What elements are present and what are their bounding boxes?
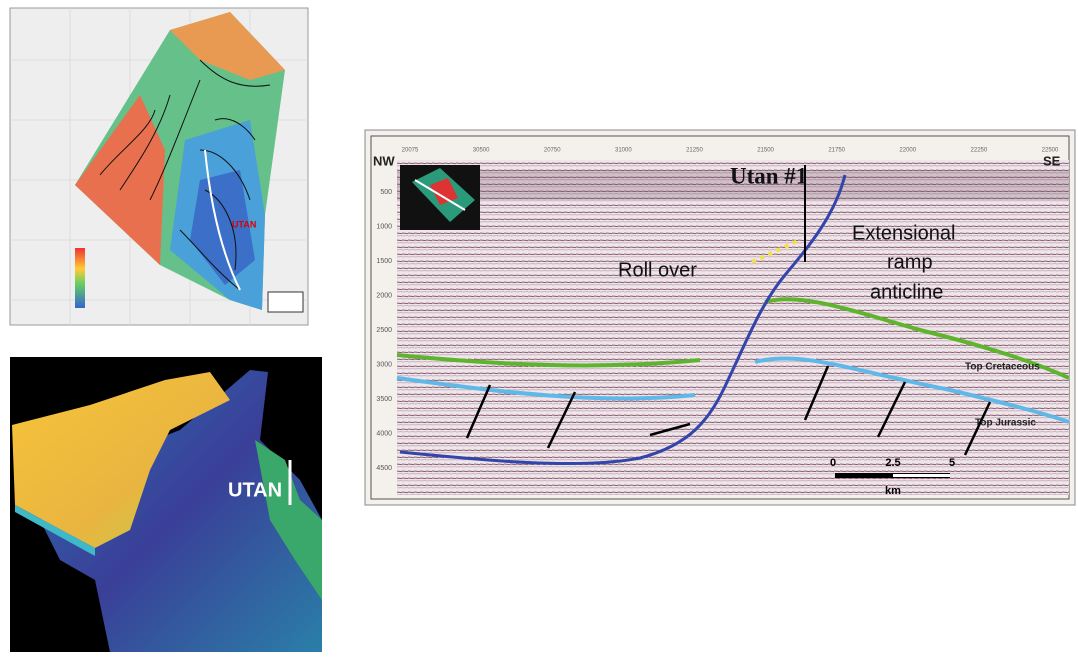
depth-tick-label: 4500 <box>376 465 392 472</box>
top-tick-label: 20750 <box>544 148 561 154</box>
top-tick-label: 21750 <box>828 148 845 154</box>
top-tick-label: 22250 <box>971 148 988 154</box>
top-tick-label: 20075 <box>402 148 419 154</box>
depth-tick-label: 1000 <box>376 223 392 230</box>
map-well-label: UTAN <box>232 219 256 229</box>
depth-tick-label: 3500 <box>376 396 392 403</box>
scale-tick: 5 <box>949 457 955 469</box>
top-tick-label: 31000 <box>615 148 632 154</box>
scale-tick: 0 <box>830 457 836 469</box>
depth-tick-label: 2000 <box>376 292 392 299</box>
anticline-label: anticline <box>870 281 943 303</box>
contour-map: UTAN <box>10 8 308 325</box>
3d-view: UTAN <box>10 357 322 652</box>
scale-tick: 2.5 <box>885 457 900 469</box>
horizon-label: Top Cretaceous <box>965 362 1040 373</box>
depth-tick-label: 3000 <box>376 361 392 368</box>
depth-tick-label: 1500 <box>376 258 392 265</box>
se-label: SE <box>1043 153 1061 168</box>
roll-over-label: Roll over <box>618 259 697 281</box>
seismic-section: 20075 30500 20750 31000 21250 21500 21750 22000… <box>365 130 1075 505</box>
nw-label: NW <box>373 153 395 168</box>
figure: UTAN UTAN 20075 30500 20750 31000 21250 21500… <box>0 0 1078 655</box>
depth-tick-label: 500 <box>380 189 392 196</box>
top-tick-label: 30500 <box>473 148 490 154</box>
anticline-label: Extensional <box>852 222 955 244</box>
scale-unit: km <box>885 485 901 497</box>
horizon-label: Top Jurassic <box>975 418 1036 429</box>
well-label: Utan #1 <box>730 163 807 188</box>
top-tick-label: 21250 <box>686 148 703 154</box>
anticline-label: ramp <box>887 251 933 273</box>
top-tick-label: 22000 <box>899 148 916 154</box>
depth-tick-label: 2500 <box>376 327 392 334</box>
top-tick-label: 21500 <box>757 148 774 154</box>
3d-well-label: UTAN <box>228 479 282 501</box>
depth-tick-label: 4000 <box>376 430 392 437</box>
